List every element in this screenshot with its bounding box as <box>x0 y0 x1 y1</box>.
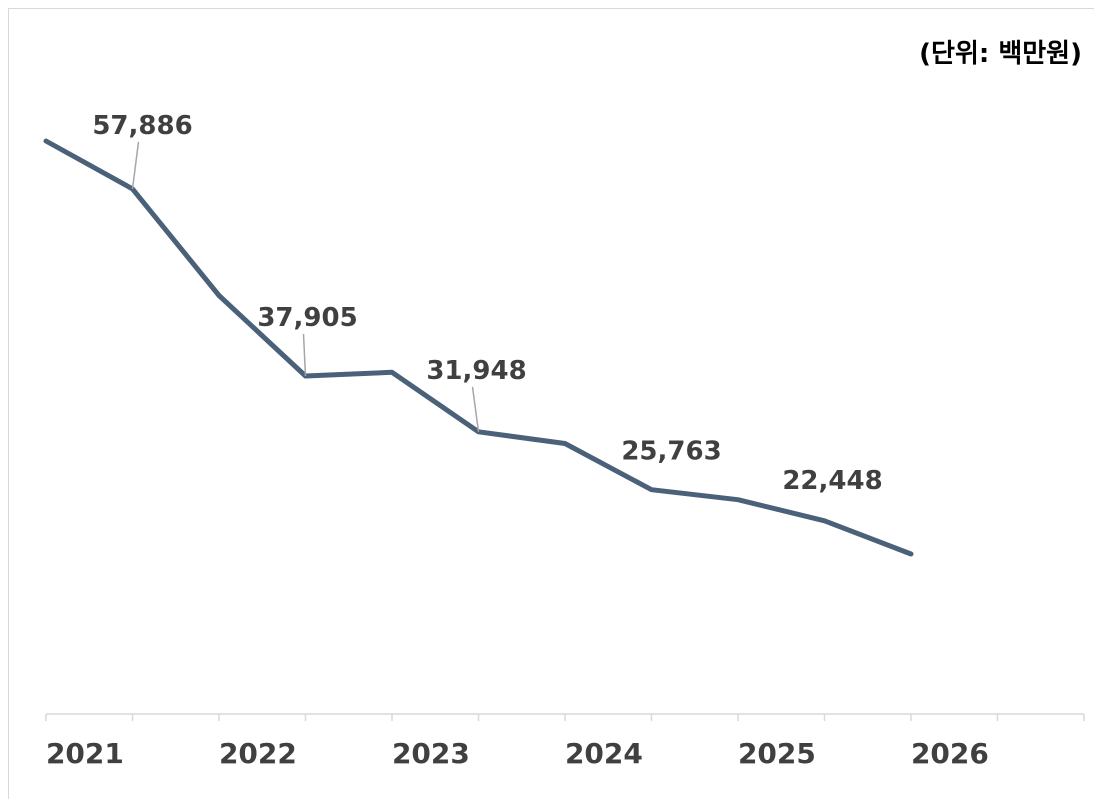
x-tick-label: 2022 <box>219 737 297 770</box>
data-labels: 57,886 37,905 31,948 25,763 22,448 <box>92 111 882 496</box>
data-label-leader <box>131 141 140 189</box>
data-label: 22,448 <box>782 466 882 496</box>
series-layer <box>43 138 914 557</box>
unit-label: (단위: 백만원) <box>919 39 1082 69</box>
x-tick-label: 2026 <box>911 737 989 770</box>
x-axis: 2021 2022 2023 2024 2025 2026 <box>45 713 1085 770</box>
data-label-leader <box>302 333 307 377</box>
data-label: 31,948 <box>426 356 526 386</box>
data-label-leader <box>471 386 480 432</box>
x-tick-label: 2023 <box>392 737 470 770</box>
data-label: 37,905 <box>257 303 357 333</box>
x-tick-label: 2021 <box>46 737 124 770</box>
data-label: 25,763 <box>621 437 721 467</box>
series-line <box>43 138 914 557</box>
x-tick-label: 2025 <box>738 737 816 770</box>
data-label: 57,886 <box>92 111 192 141</box>
x-tick-label: 2024 <box>565 737 643 770</box>
